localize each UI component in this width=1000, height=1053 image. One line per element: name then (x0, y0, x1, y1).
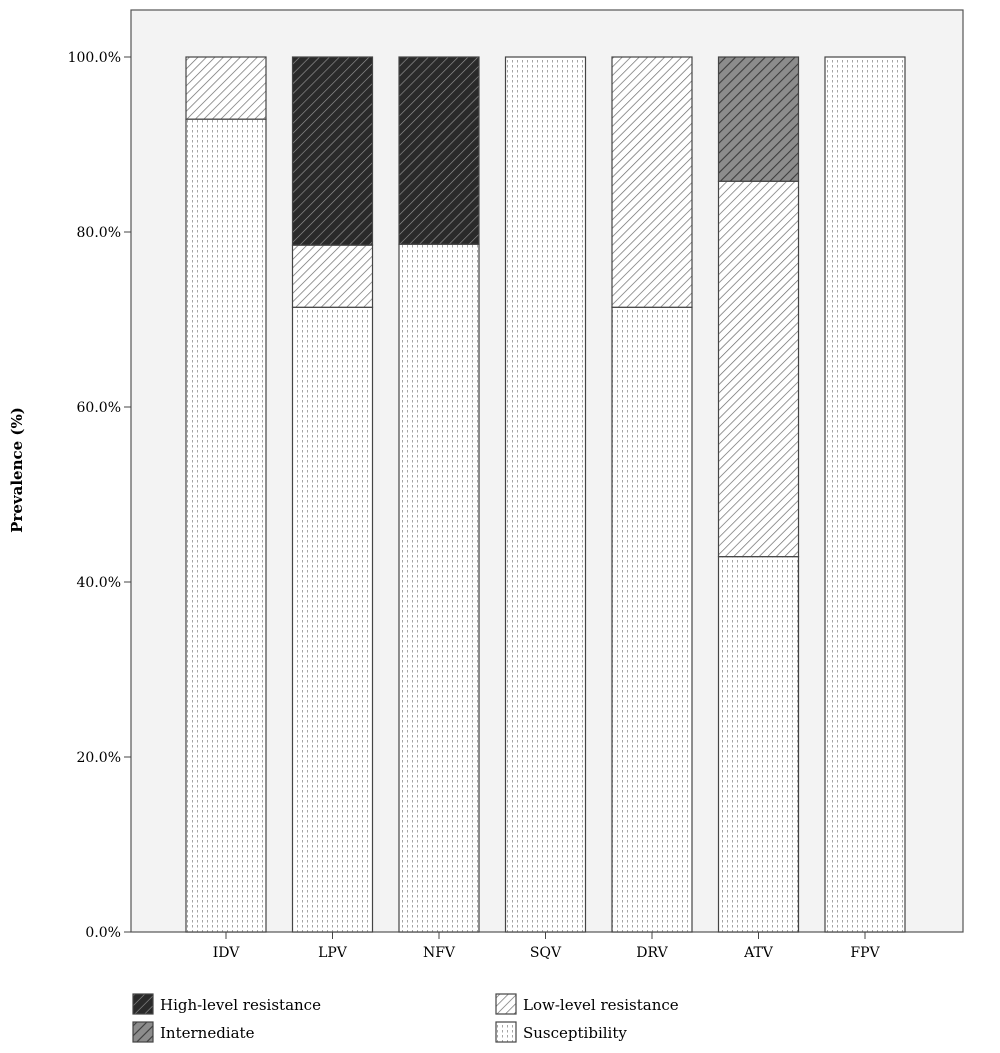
x-tick-label-idv: IDV (213, 945, 241, 961)
bar-atv-susceptibility (717, 556, 800, 933)
bar-atv-low-level-resistance (717, 180, 800, 558)
bar-idv-low-level-resistance (185, 56, 267, 120)
legend-label: Susceptibility (523, 1024, 627, 1042)
bar-idv-susceptibility (185, 118, 267, 933)
legend-label: High-level resistance (160, 996, 321, 1014)
y-tick-label: 0.0% (85, 925, 121, 941)
y-axis-label: Prevalence (%) (8, 407, 26, 533)
y-tick-label: 20.0% (77, 750, 121, 766)
legend-label: Low-level resistance (523, 996, 679, 1014)
bar-sqv-susceptibility (504, 56, 587, 933)
y-tick-label: 60.0% (77, 400, 121, 416)
bar-lpv-low-level-resistance (291, 244, 374, 308)
bar-lpv-susceptibility (291, 306, 374, 933)
x-axis: IDV LPV NFV SQV DRV ATV FPV (213, 932, 881, 961)
bar-fpv-susceptibility (824, 56, 906, 933)
bar-atv-internediate (717, 56, 800, 182)
legend: High-level resistance Low-level resistanc… (132, 993, 679, 1043)
x-tick-label-sqv: SQV (530, 945, 562, 961)
x-tick-label-fpv: FPV (850, 945, 880, 961)
y-axis: 0.0% 20.0% 40.0% 60.0% 80.0% 100.0% (68, 50, 131, 941)
bars (185, 56, 906, 933)
bar-drv-susceptibility (611, 306, 693, 933)
y-tick-label: 80.0% (77, 225, 121, 241)
x-tick-label-lpv: LPV (318, 945, 348, 961)
legend-swatch-low-level-resistance (495, 993, 517, 1015)
y-tick-label: 100.0% (68, 50, 121, 66)
y-tick-label: 40.0% (77, 575, 121, 591)
x-tick-label-nfv: NFV (423, 945, 456, 961)
bar-lpv-high-level-resistance (291, 56, 374, 246)
bar-drv-low-level-resistance (611, 56, 693, 308)
bar-nfv-susceptibility (398, 243, 480, 933)
bar-nfv-high-level-resistance (398, 56, 480, 245)
legend-swatch-high-level-resistance (132, 993, 154, 1015)
legend-swatch-susceptibility (495, 1021, 517, 1043)
legend-swatch-internediate (132, 1021, 154, 1043)
legend-label: Internediate (160, 1024, 255, 1042)
x-tick-label-atv: ATV (743, 945, 774, 961)
x-tick-label-drv: DRV (636, 945, 668, 961)
